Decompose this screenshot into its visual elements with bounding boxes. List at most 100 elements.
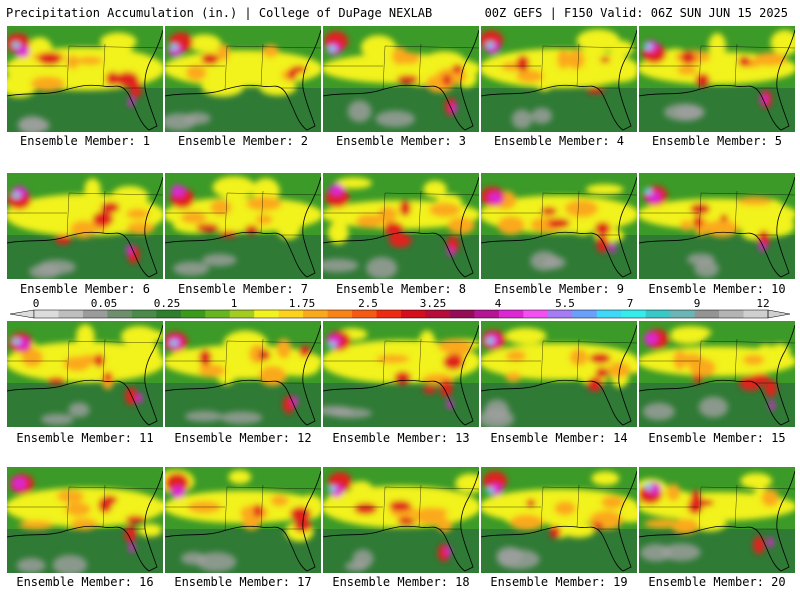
member-panel [165, 173, 321, 279]
colorbar-tick-label: 0 [32, 297, 40, 310]
member-panel [639, 467, 795, 573]
coastline [165, 324, 321, 426]
state-borders [7, 190, 163, 238]
colorbar-swatch [131, 310, 157, 318]
state-borders [639, 43, 795, 91]
state-borders [481, 338, 637, 386]
member-panel [165, 321, 321, 427]
member-caption: Ensemble Member: 10 [648, 282, 786, 296]
precip-map [7, 26, 163, 132]
colorbar-tick-label: 1.75 [288, 297, 316, 310]
precip-map [7, 467, 163, 573]
colorbar-swatch [694, 310, 720, 318]
member-panel [7, 321, 163, 427]
precip-map [323, 173, 479, 279]
member-caption: Ensemble Member: 15 [648, 431, 786, 445]
member-caption: Ensemble Member: 19 [490, 575, 628, 589]
colorbar-swatches [9, 309, 791, 319]
member-panel [639, 26, 795, 132]
precip-map [639, 173, 795, 279]
member-caption: Ensemble Member: 18 [332, 575, 470, 589]
coastline [7, 29, 163, 131]
member-caption: Ensemble Member: 3 [335, 134, 467, 148]
coastline [639, 29, 795, 131]
coastline [165, 470, 321, 572]
member-panel [323, 173, 479, 279]
precip-map [323, 321, 479, 427]
member-panel [165, 26, 321, 132]
precip-map [639, 467, 795, 573]
precip-map [165, 26, 321, 132]
member-caption: Ensemble Member: 4 [493, 134, 625, 148]
state-borders [323, 338, 479, 386]
member-caption: Ensemble Member: 7 [177, 282, 309, 296]
colorbar-swatch [82, 310, 108, 318]
colorbar-swatch [156, 310, 182, 318]
colorbar-swatch [572, 310, 598, 318]
colorbar-swatch [278, 310, 304, 318]
precip-map [165, 321, 321, 427]
colorbar-tick-label: 0.25 [153, 297, 181, 310]
member-panel [481, 321, 637, 427]
colorbar-tick-label: 5.5 [555, 297, 575, 310]
precip-map [323, 26, 479, 132]
coastline [481, 176, 637, 278]
state-borders [323, 484, 479, 532]
member-caption: Ensemble Member: 17 [174, 575, 312, 589]
member-panel [323, 26, 479, 132]
member-panel [481, 173, 637, 279]
member-panel [7, 467, 163, 573]
member-caption: Ensemble Member: 12 [174, 431, 312, 445]
coastline [7, 324, 163, 426]
colorbar-swatch [254, 310, 280, 318]
colorbar-tick-label: 4 [494, 297, 502, 310]
colorbar-swatch [180, 310, 206, 318]
colorbar-swatch [719, 310, 745, 318]
coastline [165, 29, 321, 131]
state-borders [323, 43, 479, 91]
coastline [7, 470, 163, 572]
colorbar-swatch [498, 310, 524, 318]
state-borders [639, 190, 795, 238]
colorbar-tick-label: 3.25 [419, 297, 447, 310]
colorbar-swatch [743, 310, 769, 318]
member-caption: Ensemble Member: 14 [490, 431, 628, 445]
colorbar-swatch [523, 310, 549, 318]
precip-map [7, 173, 163, 279]
state-borders [165, 43, 321, 91]
state-borders [7, 43, 163, 91]
member-panel [323, 467, 479, 573]
state-borders [481, 484, 637, 532]
member-caption: Ensemble Member: 5 [651, 134, 783, 148]
state-borders [165, 484, 321, 532]
precip-map [7, 321, 163, 427]
state-borders [7, 338, 163, 386]
member-caption: Ensemble Member: 20 [648, 575, 786, 589]
colorbar-swatch [425, 310, 451, 318]
colorbar-tick-label: 7 [626, 297, 634, 310]
colorbar: 0 0.05 0.25 1 1.75 2.5 3.25 4 5.5 7 9 12 [0, 297, 800, 319]
coastline [165, 176, 321, 278]
colorbar-swatch [327, 310, 353, 318]
coastline [323, 470, 479, 572]
member-panel [481, 26, 637, 132]
member-caption: Ensemble Member: 2 [177, 134, 309, 148]
colorbar-swatch [596, 310, 622, 318]
colorbar-swatch [34, 310, 59, 318]
colorbar-swatch [58, 310, 84, 318]
coastline [7, 176, 163, 278]
colorbar-tick-label: 12 [756, 297, 770, 310]
colorbar-swatch [352, 310, 378, 318]
precip-map [323, 467, 479, 573]
colorbar-swatch [205, 310, 231, 318]
coastline [323, 29, 479, 131]
colorbar-left-arrow [9, 309, 35, 319]
state-borders [481, 43, 637, 91]
chart-title: Precipitation Accumulation (in.) | Colle… [6, 6, 433, 20]
coastline [481, 29, 637, 131]
member-caption: Ensemble Member: 13 [332, 431, 470, 445]
precip-map [639, 26, 795, 132]
precip-map [165, 467, 321, 573]
state-borders [639, 338, 795, 386]
colorbar-swatch [645, 310, 671, 318]
